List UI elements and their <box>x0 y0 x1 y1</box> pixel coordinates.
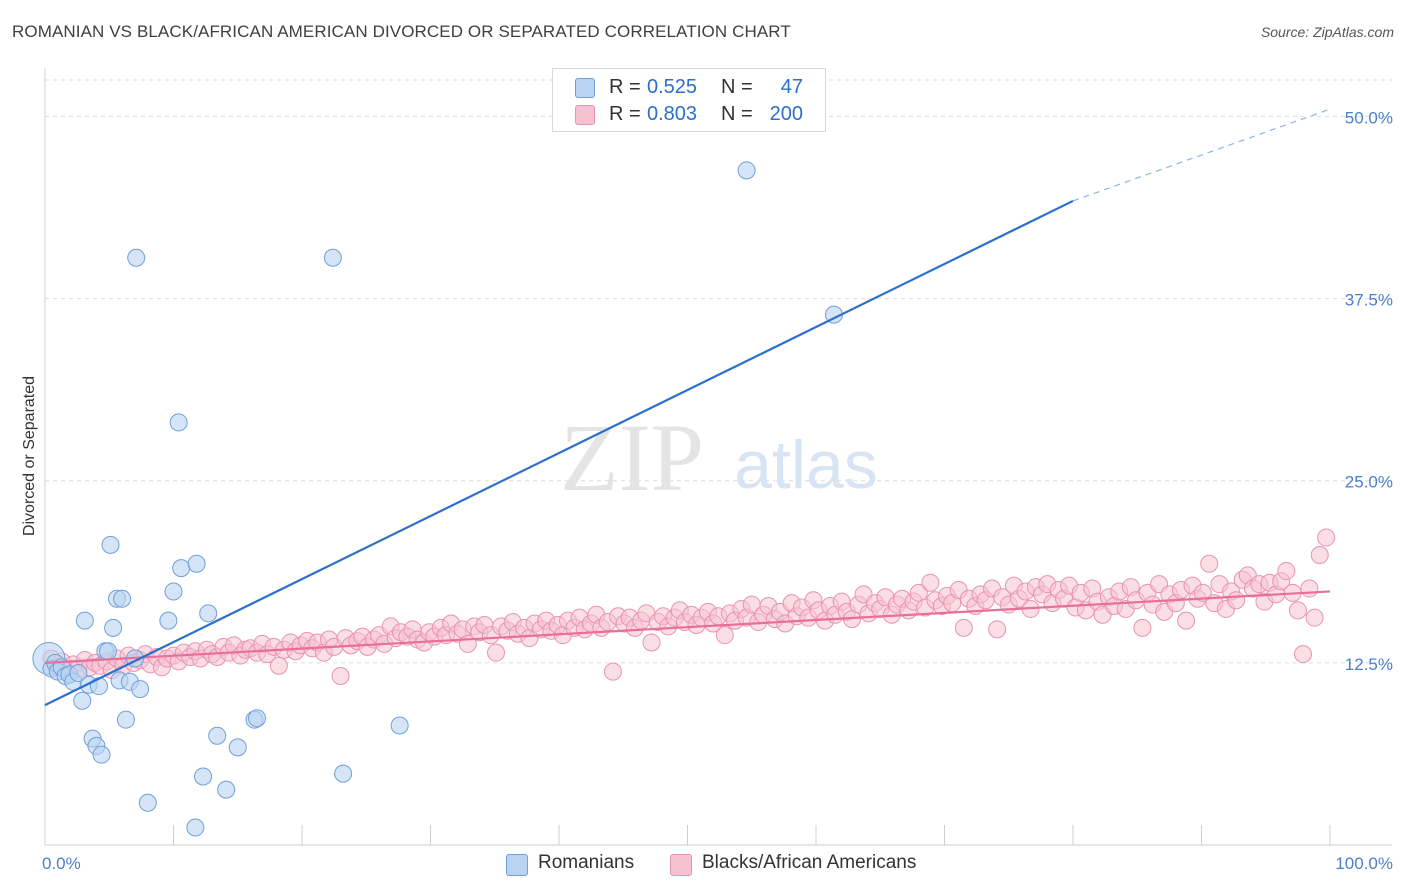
point-blacks <box>1177 611 1196 630</box>
point-romanians <box>159 611 178 630</box>
y-tick-label: 25.0% <box>1345 473 1393 492</box>
legend-swatch-romanians <box>506 854 528 876</box>
point-romanians <box>199 604 218 623</box>
point-romanians <box>89 677 108 696</box>
point-blacks <box>1305 608 1324 627</box>
legend-label-romanians: Romanians <box>538 852 635 873</box>
point-romanians <box>334 764 353 783</box>
point-romanians <box>186 818 205 837</box>
point-romanians <box>217 780 236 799</box>
grid-lines <box>45 79 1392 664</box>
point-blacks <box>1300 579 1319 598</box>
point-blacks <box>1277 562 1296 581</box>
point-romanians <box>169 413 188 432</box>
point-romanians <box>194 767 213 786</box>
legend-swatch-blacks <box>670 854 692 876</box>
point-romanians <box>131 680 150 699</box>
point-blacks <box>1200 554 1219 573</box>
y-tick-label: 12.5% <box>1345 655 1393 674</box>
axes <box>44 68 1392 846</box>
legend-n-label: N = <box>721 103 753 125</box>
point-romanians <box>390 716 409 735</box>
trend-line-romanians <box>44 199 1074 707</box>
trend-line-blacks <box>44 590 1331 664</box>
y-axis-title: Divorced or Separated <box>21 376 38 536</box>
point-blacks <box>1227 591 1246 610</box>
point-romanians <box>187 554 206 573</box>
legend-label-blacks: Blacks/African Americans <box>702 852 917 873</box>
point-blacks <box>1294 645 1313 664</box>
point-blacks <box>1288 601 1307 620</box>
point-blacks <box>954 618 973 637</box>
point-blacks <box>715 626 734 645</box>
point-blacks <box>988 620 1007 639</box>
point-romanians <box>75 611 94 630</box>
point-blacks <box>603 662 622 681</box>
legend-r-label: R = <box>609 103 641 125</box>
watermark-atlas: atlas <box>734 427 878 503</box>
legend-r-value: 0.525 <box>647 76 698 98</box>
point-blacks <box>487 643 506 662</box>
point-romanians <box>92 745 111 764</box>
legend-n-value: 200 <box>769 103 803 125</box>
legend-n-label: N = <box>721 76 753 98</box>
point-romanians <box>69 664 88 683</box>
legend-n-value: 47 <box>780 76 803 98</box>
trend-line-romanians-extension <box>1072 108 1331 202</box>
point-romanians <box>248 709 267 728</box>
legend-row-blacks: R = 0.803 N = 200 <box>553 101 825 127</box>
point-blacks <box>642 633 661 652</box>
legend-r-value: 0.803 <box>647 103 698 125</box>
legend-swatch-blacks <box>575 105 595 125</box>
x-tick-label: 0.0% <box>42 854 81 873</box>
legend-r-label: R = <box>609 76 641 98</box>
point-romanians <box>101 535 120 554</box>
point-romanians <box>73 691 92 710</box>
watermark-zip: ZIP <box>560 404 704 511</box>
point-romanians <box>228 738 247 757</box>
point-blacks <box>331 666 350 685</box>
point-romanians <box>104 618 123 637</box>
y-tick-label: 37.5% <box>1345 291 1393 310</box>
trend-lines <box>44 108 1331 707</box>
point-blacks <box>921 573 940 592</box>
series-blacks-points <box>42 528 1336 685</box>
point-blacks <box>269 656 288 675</box>
point-blacks <box>1193 583 1212 602</box>
series-romanians-points <box>32 161 843 837</box>
watermark: ZIP atlas <box>560 404 878 511</box>
point-blacks <box>1310 546 1329 565</box>
point-romanians <box>737 161 756 180</box>
legend-swatch-romanians <box>575 78 595 98</box>
point-blacks <box>1133 618 1152 637</box>
point-blacks <box>1317 528 1336 547</box>
legend-row-romanians: R = 0.525 N = 47 <box>553 74 825 100</box>
point-romanians <box>172 559 191 578</box>
point-romanians <box>127 248 146 267</box>
chart-title: ROMANIAN VS BLACK/AFRICAN AMERICAN DIVOR… <box>12 22 791 41</box>
x-tick-label: 100.0% <box>1335 854 1393 873</box>
point-romanians <box>323 248 342 267</box>
axis-labels: 12.5% 25.0% 37.5% 50.0% 0.0% 100.0% Divorced o… <box>21 108 1393 873</box>
point-romanians <box>113 589 132 608</box>
point-romanians <box>164 582 183 601</box>
point-romanians <box>116 710 135 729</box>
point-romanians <box>98 642 117 661</box>
point-romanians <box>138 793 157 812</box>
point-romanians <box>208 726 227 745</box>
y-tick-label: 50.0% <box>1345 108 1393 127</box>
series-legend: Romanians Blacks/African Americans <box>0 852 1406 878</box>
correlation-legend: R = 0.525 N = 47 R = 0.803 N = 200 <box>552 68 826 132</box>
source-credit: Source: ZipAtlas.com <box>1260 24 1394 40</box>
